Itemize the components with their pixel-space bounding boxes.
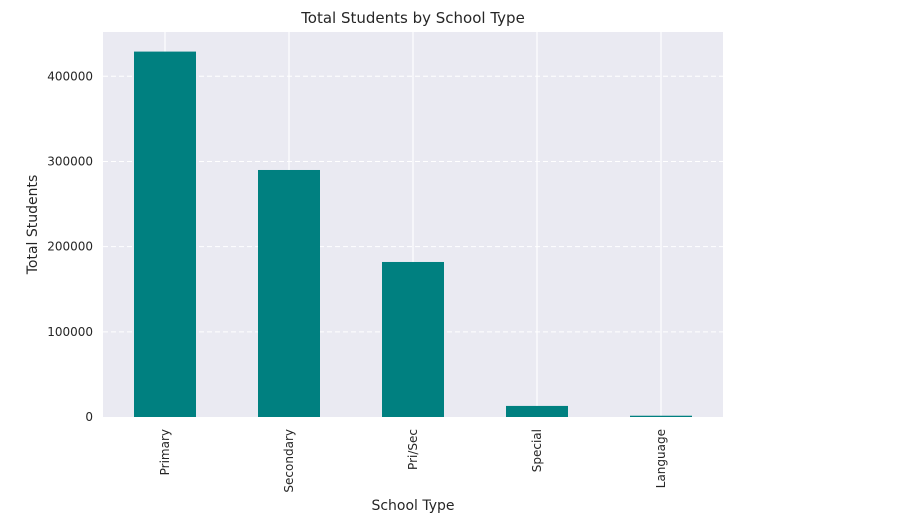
x-tick-label: Pri/Sec: [406, 429, 420, 470]
horizontal-gridlines: [103, 75, 723, 333]
y-tick-label: 300000: [47, 154, 93, 168]
bar-secondary: [258, 169, 320, 417]
bar-special: [506, 405, 568, 417]
x-tick-label: Language: [654, 429, 668, 488]
x-tick-label: Primary: [158, 429, 172, 475]
y-tick-label: 0: [85, 410, 93, 424]
y-axis-ticks: 0 100000 200000 300000 400000: [47, 69, 93, 424]
y-tick-label: 200000: [47, 240, 93, 254]
bar-pri-sec: [382, 261, 444, 417]
bar-language: [630, 415, 692, 417]
bars: [134, 51, 692, 418]
y-axis-label: Total Students: [25, 175, 41, 276]
y-tick-label: 400000: [47, 69, 93, 83]
bar-primary: [134, 51, 196, 418]
x-axis-label: School Type: [371, 498, 454, 514]
x-axis-ticks: Primary Secondary Pri/Sec Special Language: [158, 429, 668, 493]
y-tick-label: 100000: [47, 325, 93, 339]
x-tick-label: Secondary: [282, 429, 296, 493]
chart-title: Total Students by School Type: [300, 9, 525, 27]
x-tick-label: Special: [530, 429, 544, 472]
